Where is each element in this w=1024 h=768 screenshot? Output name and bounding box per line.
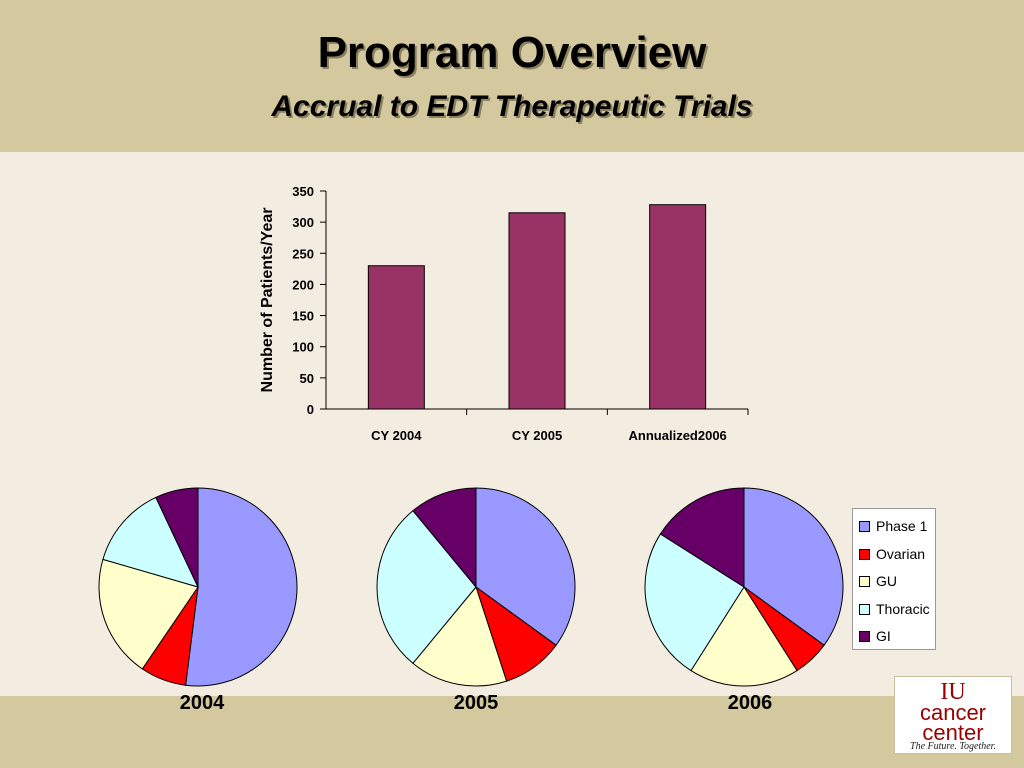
- bar-3: [649, 204, 707, 410]
- logo-tagline: The Future. Together.: [910, 741, 996, 752]
- legend-swatch-gu: [859, 575, 870, 587]
- legend-label-ovarian: Ovarian: [876, 546, 926, 562]
- pie-2004: [98, 487, 298, 687]
- pie-slice-phase1: [475, 487, 576, 646]
- x-tick-label: CY 2005: [512, 428, 562, 443]
- y-tick-label: 300: [292, 215, 314, 230]
- logo-wordmark: IU cancer center: [920, 679, 986, 743]
- pie-2005: [376, 487, 576, 687]
- y-tick-label: 350: [292, 184, 314, 199]
- pie-2006: [644, 487, 844, 687]
- pie-slice-thoracic: [376, 510, 477, 664]
- y-tick-label: 0: [307, 402, 314, 417]
- pie-slice-gi: [659, 487, 745, 588]
- legend-item-ovarian: Ovarian: [859, 545, 925, 563]
- legend-item-gu: GU: [859, 572, 897, 590]
- pie-slice-gu: [690, 586, 798, 687]
- pie-slice-phase1: [743, 487, 844, 646]
- x-tick-label: Annualized2006: [629, 428, 727, 443]
- pie-label-2004: 2004: [179, 692, 225, 714]
- y-tick-label: 250: [292, 246, 314, 261]
- slide-title: Program Overview: [317, 28, 707, 77]
- pie-legend: Phase 1 Ovarian GU Thoracic GI: [852, 508, 936, 650]
- y-axis-label: Number of Patients/Year: [259, 208, 276, 393]
- pie-slice-ovarian: [475, 585, 557, 682]
- x-tick-label: CY 2004: [371, 428, 422, 443]
- legend-item-gi: GI: [859, 627, 891, 645]
- pie-slice-ovarian: [141, 586, 199, 686]
- footer-band: [0, 696, 1024, 768]
- legend-item-thoracic: Thoracic: [859, 600, 930, 618]
- y-tick-label: 100: [292, 340, 314, 355]
- bar-2: [508, 212, 566, 410]
- pie-slice-gi: [412, 487, 477, 589]
- slide-subtitle: Accrual to EDT Therapeutic Trials: [271, 90, 753, 123]
- legend-swatch-ovarian: [859, 548, 870, 560]
- bar-1: [367, 265, 425, 410]
- pie-slice-gi: [155, 487, 199, 588]
- pie-label-2006: 2006: [727, 692, 773, 714]
- legend-label-gi: GI: [876, 628, 891, 644]
- legend-swatch-phase1: [859, 520, 870, 532]
- legend-item-phase1: Phase 1: [859, 517, 927, 535]
- pie-slice-gu: [412, 585, 508, 687]
- pie-slice-thoracic: [644, 533, 745, 672]
- pie-label-2005: 2005: [453, 692, 499, 714]
- legend-label-thoracic: Thoracic: [876, 601, 930, 617]
- pie-slice-phase1: [185, 487, 298, 687]
- legend-swatch-thoracic: [859, 603, 870, 615]
- y-tick-label: 200: [292, 277, 314, 292]
- y-tick-label: 150: [292, 309, 314, 324]
- accrual-bar-chart: 0 50 100 150 200 250 300 350 CY 2004 CY 2005 Annua…: [259, 184, 749, 443]
- logo-line2: cancer: [920, 700, 986, 725]
- legend-swatch-gi: [859, 630, 870, 642]
- pie-slice-thoracic: [102, 496, 199, 588]
- pie-slice-ovarian: [743, 586, 825, 672]
- legend-label-gu: GU: [876, 573, 897, 589]
- header-band: [0, 0, 1024, 152]
- pie-slice-gu: [98, 558, 199, 670]
- logo-line1: IU: [940, 679, 965, 705]
- iu-cancer-center-logo: IU cancer center The Future. Together.: [894, 676, 1012, 754]
- y-tick-label: 50: [300, 371, 314, 386]
- legend-label-phase1: Phase 1: [876, 518, 928, 534]
- logo-line3: center: [922, 720, 983, 743]
